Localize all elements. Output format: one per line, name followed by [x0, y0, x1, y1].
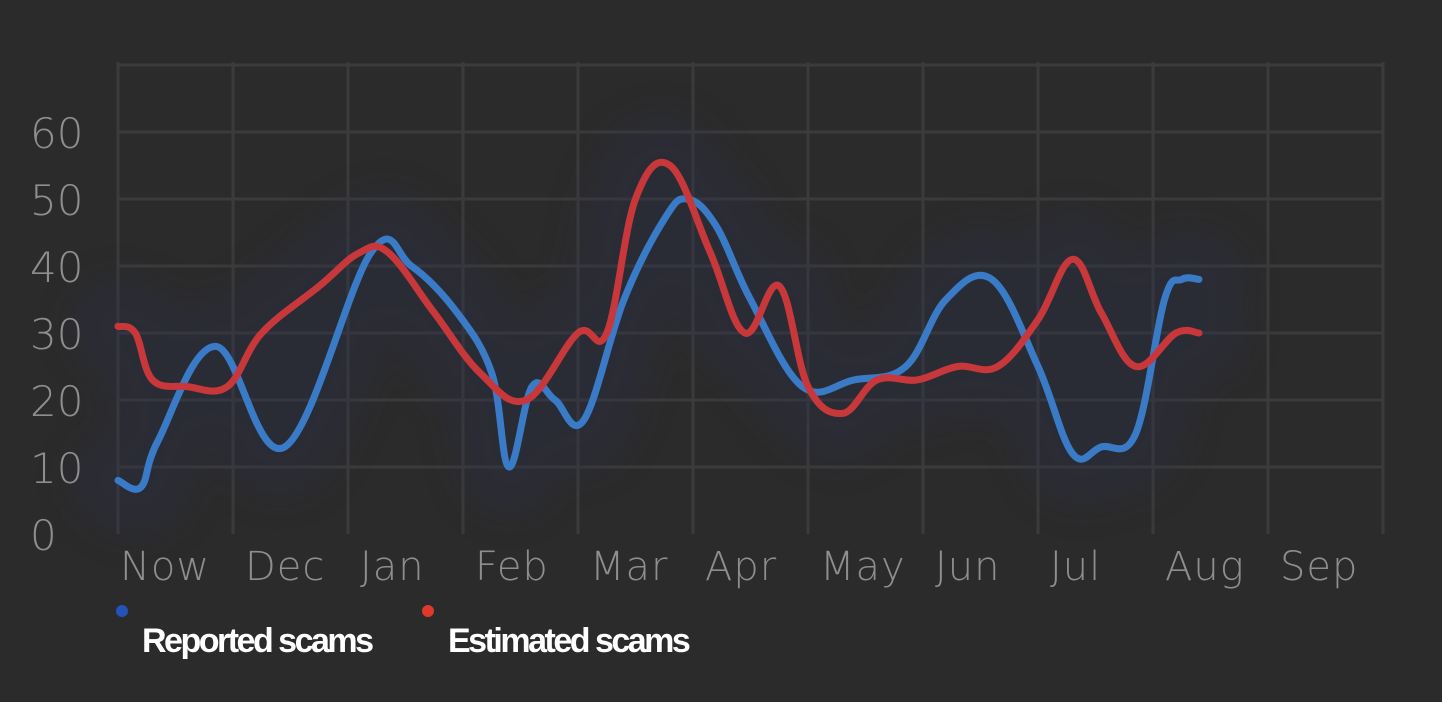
legend-dot-icon: [116, 605, 128, 617]
x-tick-label: Jan: [360, 544, 425, 590]
y-tick-label: 40: [30, 243, 83, 292]
x-tick-label: Aug: [1165, 544, 1245, 590]
x-tick-label: Jun: [935, 544, 1001, 590]
x-tick-label: Apr: [705, 544, 777, 590]
legend-item: Estimated scams: [422, 605, 692, 660]
series-line-estimated-scams: [114, 158, 1203, 418]
legend-label: Estimated scams: [448, 622, 690, 660]
y-tick-label: 10: [30, 444, 83, 493]
x-axis-ticks: Now Dec Jan Feb Mar Apr May Jun Jul Aug Sep: [120, 544, 1358, 590]
x-tick-label: Feb: [475, 544, 549, 590]
legend: Reported scams Estimated scams: [116, 605, 692, 660]
x-tick-label: Dec: [245, 544, 325, 590]
x-tick-label: Mar: [590, 544, 668, 590]
x-tick-label: Now: [120, 544, 210, 590]
legend-dot-icon: [422, 605, 434, 617]
y-tick-label: 30: [30, 310, 83, 359]
series-line-reported-scams: [114, 195, 1203, 493]
legend-item: Reported scams: [116, 605, 376, 660]
y-tick-label: 20: [30, 377, 83, 426]
y-tick-label: 60: [30, 109, 83, 158]
series-lines: [114, 158, 1203, 493]
y-tick-label: 50: [30, 176, 83, 225]
y-tick-label: 0: [30, 511, 57, 560]
x-tick-label: Jul: [1050, 544, 1101, 590]
legend-label: Reported scams: [142, 622, 373, 660]
y-axis-ticks: 0 10 20 30 40 50 60: [30, 109, 83, 560]
x-tick-label: May: [820, 544, 906, 590]
x-tick-label: Sep: [1280, 544, 1358, 590]
